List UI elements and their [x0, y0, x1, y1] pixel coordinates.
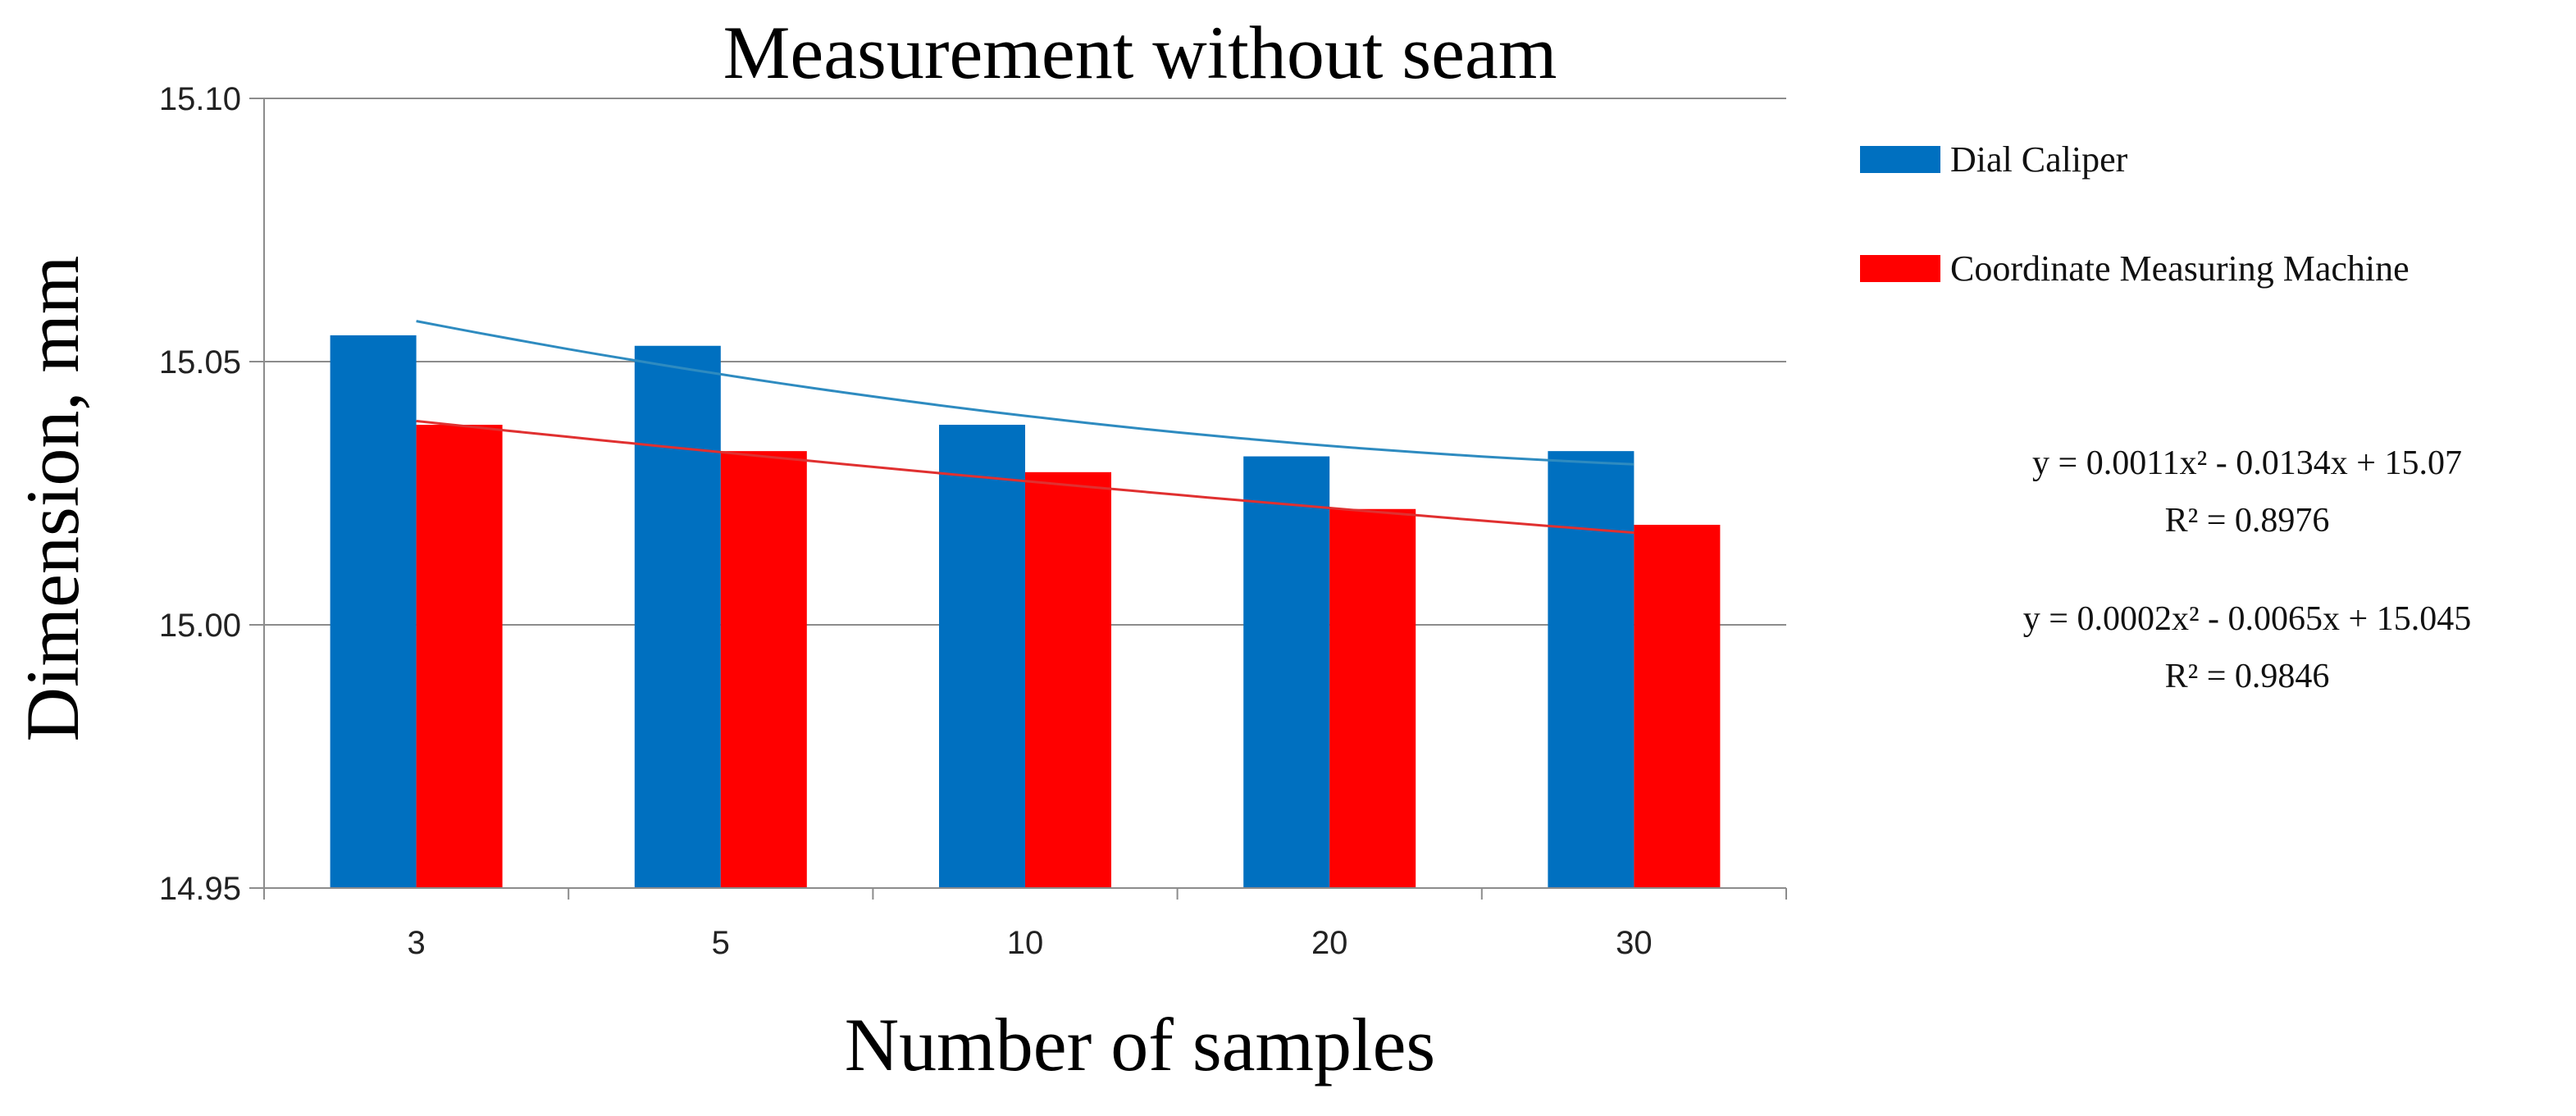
- bar-dial-caliper-3: [330, 335, 417, 888]
- y-tick-label-2: 15.05: [159, 344, 241, 380]
- y-tick-label-3: 15.10: [159, 81, 241, 117]
- x-tick-label-0: 3: [407, 925, 425, 961]
- bar-cmm-30: [1634, 525, 1721, 888]
- bar-dial-caliper-10: [939, 425, 1025, 888]
- legend-swatch-0: [1860, 146, 1940, 173]
- bar-dial-caliper-5: [634, 345, 721, 888]
- chart-title: Measurement without seam: [723, 11, 1557, 94]
- trendline-dial-caliper: [416, 320, 1635, 466]
- bars: [330, 335, 1721, 888]
- x-tick-label-3: 20: [1311, 925, 1348, 961]
- bar-cmm-10: [1025, 471, 1111, 888]
- x-tick-labels: 3 5 10 20 30: [407, 925, 1652, 961]
- trendlines: [416, 320, 1635, 535]
- legend-label-0: Dial Caliper: [1950, 139, 2128, 180]
- bar-cmm-3: [416, 425, 503, 888]
- trendline-cmm: [416, 420, 1635, 535]
- x-tick-label-2: 10: [1007, 925, 1044, 961]
- r2-2: R² = 0.9846: [2165, 658, 2330, 695]
- y-tick-label-0: 14.95: [159, 871, 241, 907]
- y-axis-title: Dimension, mm: [11, 256, 94, 742]
- legend: Dial Caliper Coordinate Measuring Machine: [1860, 139, 2410, 289]
- equation-2: y = 0.0002x² - 0.0065x + 15.045: [2023, 600, 2471, 638]
- r2-1: R² = 0.8976: [2165, 502, 2330, 540]
- x-axis-title: Number of samples: [845, 1003, 1436, 1086]
- bar-dial-caliper-20: [1243, 456, 1330, 888]
- y-tick-label-1: 15.00: [159, 608, 241, 644]
- equation-1: y = 0.0011x² - 0.0134x + 15.07: [2032, 444, 2462, 482]
- trendline-equations: y = 0.0011x² - 0.0134x + 15.07 R² = 0.89…: [2023, 444, 2471, 695]
- x-tick-label-4: 30: [1616, 925, 1653, 961]
- legend-swatch-1: [1860, 255, 1940, 282]
- x-tick-label-1: 5: [712, 925, 730, 961]
- bar-dial-caliper-30: [1548, 451, 1635, 888]
- legend-label-1: Coordinate Measuring Machine: [1950, 248, 2410, 289]
- bar-cmm-20: [1329, 508, 1416, 888]
- y-tick-labels: 14.95 15.00 15.05 15.10: [159, 81, 241, 907]
- axes: [263, 98, 1787, 900]
- bar-cmm-5: [720, 451, 807, 888]
